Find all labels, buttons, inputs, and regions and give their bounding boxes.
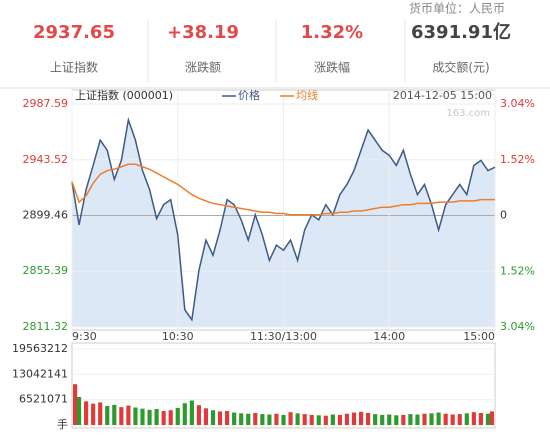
volume-bar	[366, 412, 371, 425]
volume-bar	[464, 413, 469, 425]
volume-bar	[302, 414, 307, 425]
volume-bar	[246, 413, 251, 425]
volume-bar	[316, 415, 321, 425]
volume-tick-label: 13042141	[12, 367, 68, 380]
volume-tick-label: 6521071	[19, 393, 68, 406]
volume-bar	[478, 412, 483, 425]
volume-bar	[295, 413, 300, 425]
volume-bar	[225, 411, 230, 425]
volume-bar	[450, 414, 455, 425]
volume-bar	[394, 415, 399, 425]
volume-tick-label: 19563212	[12, 342, 68, 355]
y-tick-label: 2899.46	[23, 208, 69, 221]
stat-label: 上证指数	[50, 60, 98, 75]
chart-title: 上证指数 (000001)	[75, 88, 173, 102]
y-tick-label: 2855.39	[23, 264, 69, 277]
volume-bar	[133, 407, 138, 425]
volume-bar	[422, 413, 427, 425]
volume-bar	[260, 414, 265, 425]
x-tick-label: 14:00	[373, 330, 405, 343]
volume-tick-label: 手	[57, 417, 68, 431]
volume-bar	[267, 414, 272, 425]
y-tick-label: 2811.32	[23, 320, 69, 333]
volume-bar	[189, 400, 194, 425]
volume-bar	[175, 407, 180, 425]
volume-bar	[232, 412, 237, 425]
volume-bar	[98, 402, 103, 425]
stat-value: 2937.65	[33, 22, 115, 43]
y2-tick-label: 1.52%	[500, 153, 535, 166]
volume-bar	[485, 413, 491, 425]
legend-label: 均线	[296, 88, 318, 102]
y2-tick-label: 3.04%	[500, 320, 535, 333]
volume-bar	[196, 405, 201, 425]
volume-bar	[147, 409, 152, 425]
y-tick-label: 2987.59	[23, 97, 69, 110]
volume-bar	[161, 411, 166, 425]
volume-bar	[84, 401, 89, 425]
volume-bar	[436, 412, 441, 425]
stat-value: +38.19	[167, 22, 239, 43]
volume-bar	[126, 405, 131, 425]
volume-bar	[217, 411, 223, 425]
price-line	[71, 116, 496, 322]
stat-label: 涨跌额	[185, 60, 221, 75]
volume-bar	[337, 414, 342, 425]
volume-bar	[112, 404, 117, 425]
volume-bar	[239, 413, 244, 425]
volume-bar	[330, 414, 335, 425]
volume-bar	[203, 408, 209, 425]
volume-bar	[443, 413, 448, 425]
volume-bar	[274, 413, 279, 425]
x-tick-label: 11:30/13:00	[250, 330, 317, 343]
volume-bar	[408, 414, 413, 425]
volume-bar	[380, 414, 385, 425]
volume-bar	[281, 414, 286, 425]
volume-bar	[457, 414, 462, 425]
volume-bar	[401, 414, 406, 425]
stat-value: 6391.91亿	[411, 21, 511, 43]
stat-value: 1.32%	[301, 22, 363, 43]
volume-bar	[351, 412, 357, 425]
y2-tick-label: 3.04%	[500, 97, 535, 110]
stat-label: 成交额(元)	[432, 60, 489, 75]
x-tick-label: 15:00	[463, 330, 495, 343]
x-tick-label: 9:30	[72, 330, 97, 343]
y-tick-label: 2943.52	[23, 153, 69, 166]
volume-bar	[288, 412, 293, 425]
volume-bar	[154, 409, 159, 425]
volume-bar	[323, 415, 328, 425]
volume-bar	[373, 414, 378, 425]
volume-bar	[76, 397, 82, 425]
volume-bar	[91, 403, 96, 425]
volume-bar	[387, 414, 392, 425]
volume-bar	[119, 407, 124, 425]
volume-bar	[182, 403, 187, 425]
volume-bar	[168, 410, 173, 425]
volume-bar	[415, 414, 420, 425]
watermark: 163.com	[446, 108, 490, 119]
volume-bar	[140, 408, 145, 425]
y2-tick-label: 0	[500, 209, 507, 222]
y2-tick-label: 1.52%	[500, 264, 535, 277]
timestamp: 2014-12-05 15:00	[393, 89, 492, 102]
volume-bar	[344, 413, 350, 425]
average-line	[71, 163, 495, 216]
volume-bar	[105, 405, 110, 425]
volume-bar	[309, 414, 314, 425]
volume-bar	[429, 413, 434, 425]
x-tick-label: 10:30	[162, 330, 194, 343]
volume-bar	[253, 412, 258, 425]
volume-bar	[73, 384, 78, 425]
volume-bar	[489, 411, 494, 425]
volume-bar	[358, 411, 364, 425]
volume-bar	[210, 410, 216, 425]
currency-note: 货币单位：人民币	[409, 1, 505, 16]
stat-label: 涨跌幅	[314, 60, 350, 75]
volume-bar	[471, 412, 476, 425]
legend-label: 价格	[238, 88, 260, 102]
